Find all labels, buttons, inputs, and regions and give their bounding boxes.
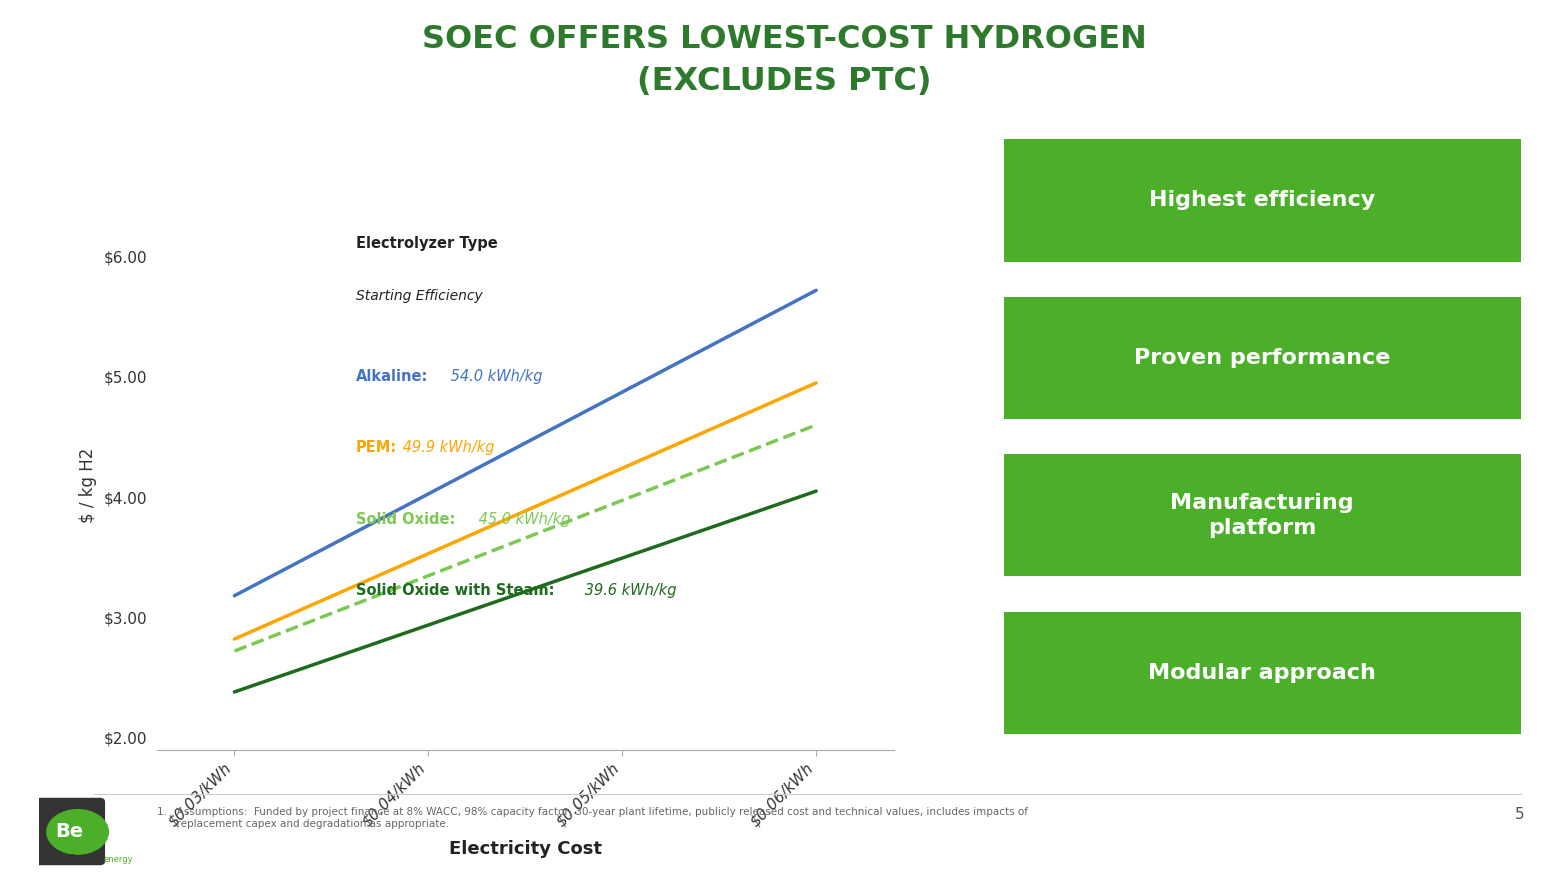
Text: Modular approach: Modular approach bbox=[1148, 662, 1377, 683]
Text: 5: 5 bbox=[1515, 807, 1524, 822]
Circle shape bbox=[47, 810, 108, 854]
Text: Be: Be bbox=[55, 822, 83, 841]
Y-axis label: $ / kg H2: $ / kg H2 bbox=[78, 447, 97, 523]
Text: Starting Efficiency: Starting Efficiency bbox=[356, 289, 483, 303]
Text: Bloom: Bloom bbox=[64, 854, 97, 863]
Text: Highest efficiency: Highest efficiency bbox=[1149, 191, 1375, 211]
Text: (EXCLUDES PTC): (EXCLUDES PTC) bbox=[637, 65, 931, 97]
Text: Alkaline:: Alkaline: bbox=[356, 369, 428, 384]
Text: Solid Oxide:: Solid Oxide: bbox=[356, 512, 455, 527]
FancyBboxPatch shape bbox=[34, 797, 105, 865]
X-axis label: Electricity Cost: Electricity Cost bbox=[448, 841, 602, 858]
Text: 54.0 kWh/kg: 54.0 kWh/kg bbox=[445, 369, 543, 384]
FancyBboxPatch shape bbox=[1004, 139, 1521, 262]
FancyBboxPatch shape bbox=[1004, 611, 1521, 734]
Text: SOEC OFFERS LOWEST-COST HYDROGEN: SOEC OFFERS LOWEST-COST HYDROGEN bbox=[422, 24, 1146, 56]
FancyBboxPatch shape bbox=[1004, 454, 1521, 577]
Text: 45.0 kWh/kg: 45.0 kWh/kg bbox=[475, 512, 571, 527]
Text: 1.   Assumptions:  Funded by project finance at 8% WACC, 98% capacity factor, 30: 1. Assumptions: Funded by project financ… bbox=[157, 807, 1027, 828]
Text: energy: energy bbox=[103, 855, 133, 863]
Text: Proven performance: Proven performance bbox=[1134, 348, 1391, 368]
Text: 39.6 kWh/kg: 39.6 kWh/kg bbox=[580, 583, 676, 598]
Text: Electrolyzer Type: Electrolyzer Type bbox=[356, 236, 497, 251]
Text: PEM:: PEM: bbox=[356, 440, 397, 455]
Text: Solid Oxide with Steam:: Solid Oxide with Steam: bbox=[356, 583, 554, 598]
Text: Levelized Cost of Hydrogen ($/kg)¹: Levelized Cost of Hydrogen ($/kg)¹ bbox=[290, 177, 643, 195]
FancyBboxPatch shape bbox=[1004, 296, 1521, 419]
Text: 49.9 kWh/kg: 49.9 kWh/kg bbox=[398, 440, 494, 455]
Text: Manufacturing
platform: Manufacturing platform bbox=[1170, 493, 1355, 538]
